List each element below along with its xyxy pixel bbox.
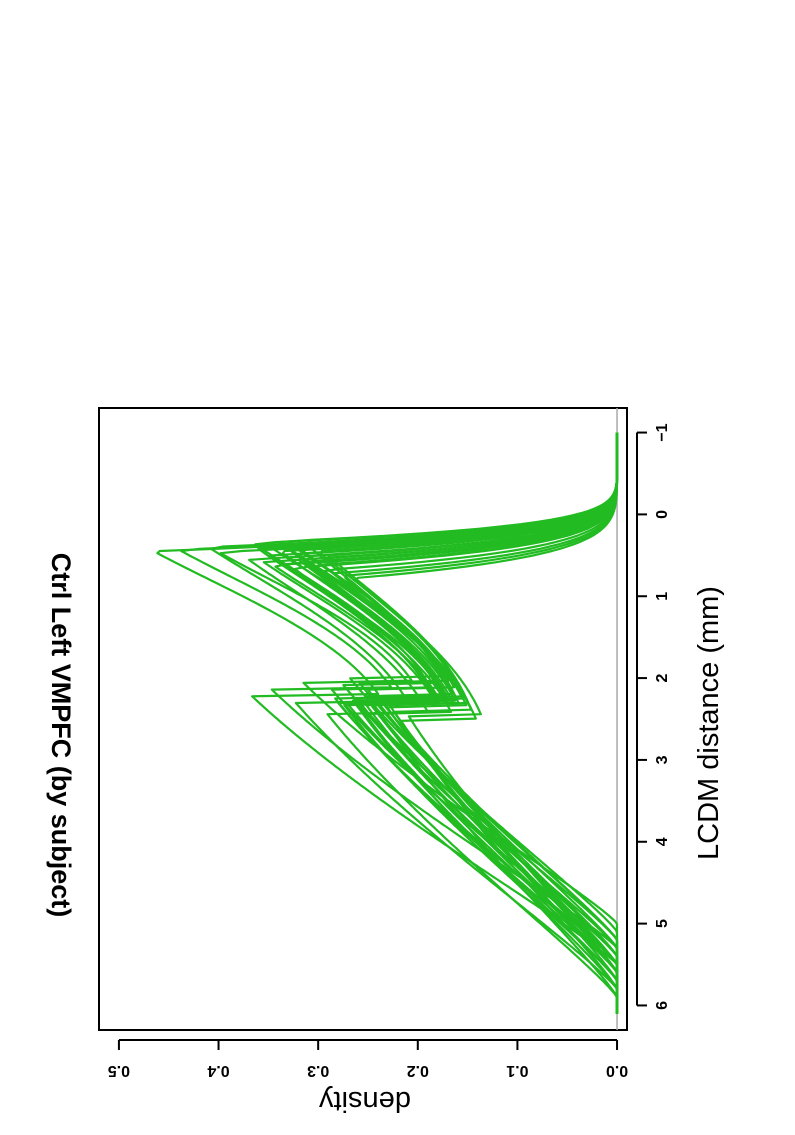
density-curves — [156, 432, 619, 1014]
x-tick-label-5: 4 — [654, 837, 671, 846]
x-axis-label: LCDM distance (mm) — [693, 586, 725, 860]
y-tick-label-4: 0.4 — [207, 1062, 229, 1079]
x-tick-label-1: 0 — [654, 510, 671, 519]
y-tick-label-2: 0.2 — [407, 1062, 429, 1079]
x-tick-label-2: 1 — [654, 592, 671, 601]
y-tick-label-5: 0.5 — [108, 1062, 130, 1079]
x-tick-label-0: −1 — [654, 423, 671, 441]
y-tick-label-3: 0.3 — [307, 1062, 329, 1079]
x-tick-label-7: 6 — [654, 1001, 671, 1010]
density-curve-23 — [308, 432, 619, 1014]
density-curve-26 — [323, 432, 619, 1014]
x-tick-label-3: 2 — [654, 674, 671, 683]
plot-frame — [98, 407, 628, 1031]
y-tick-label-0: 0.0 — [606, 1062, 628, 1079]
y-tick-label-1: 0.1 — [506, 1062, 528, 1079]
x-tick-label-6: 5 — [654, 919, 671, 928]
chart-title: Ctrl Left VMPFC (by subject) — [46, 553, 76, 918]
density-curve-30 — [353, 432, 619, 1014]
density-curve-12 — [278, 432, 619, 1014]
density-curve-29 — [344, 432, 619, 1014]
density-curve-21 — [299, 432, 619, 1014]
y-axis-label: density — [319, 1085, 411, 1117]
x-tick-label-4: 3 — [654, 755, 671, 764]
